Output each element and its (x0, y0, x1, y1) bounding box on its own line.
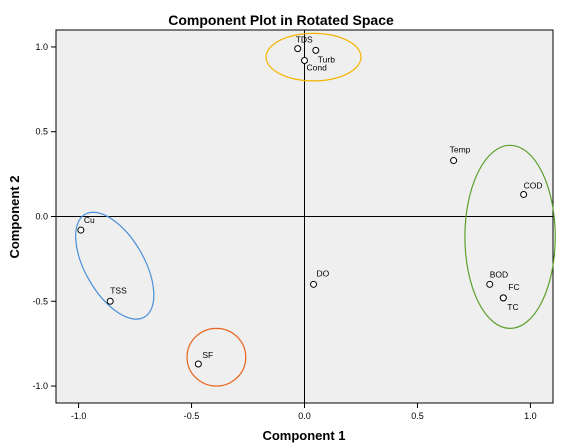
point-label: TSS (110, 285, 127, 295)
point-label: COD (524, 180, 543, 190)
x-axis-title: Component 1 (262, 428, 345, 443)
cluster-ellipse (75, 211, 155, 320)
y-tick-label: -0.5 (32, 296, 48, 306)
point-label: SF (202, 350, 213, 360)
data-point (310, 280, 318, 288)
data-point (294, 45, 302, 53)
cluster-ellipse (265, 32, 362, 82)
data-point (312, 46, 320, 54)
data-point (499, 294, 507, 302)
y-axis-title: Component 2 (7, 175, 22, 258)
data-point (486, 280, 494, 288)
y-tick-label: -1.0 (32, 381, 48, 391)
chart-title: Component Plot in Rotated Space (168, 12, 394, 28)
y-tick-label: 0.0 (35, 212, 48, 222)
x-tick-label: 0.5 (411, 411, 424, 421)
data-point (106, 297, 114, 305)
x-tick-label: 1.0 (524, 411, 537, 421)
x-tick-label: -0.5 (184, 411, 200, 421)
point-label: TC (507, 302, 518, 312)
data-point (194, 360, 202, 368)
data-point (450, 157, 458, 165)
point-label: DO (317, 268, 330, 278)
y-tick-label: 1.0 (35, 42, 48, 52)
data-point (301, 57, 308, 65)
x-tick-label: 0.0 (298, 411, 311, 421)
cluster-ellipse (186, 327, 247, 387)
point-label: Cu (84, 215, 95, 225)
point-label: Cond (307, 63, 328, 73)
point-label: Temp (450, 145, 471, 155)
plot-area: -1.0 -0.5 0.0 0.5 1.0 1.0 0.5 0.0 -0.5 -1.0 TDS Tur… (32, 29, 556, 421)
x-tick-label: -1.0 (71, 411, 87, 421)
point-label: BOD (490, 269, 508, 279)
data-point (77, 226, 85, 234)
y-tick-label: 0.5 (35, 127, 48, 137)
point-label: FC (508, 282, 519, 292)
cluster-ellipse (464, 144, 556, 330)
data-point (520, 190, 528, 198)
point-label: Turb (318, 54, 335, 64)
point-label: TDS (296, 35, 313, 45)
